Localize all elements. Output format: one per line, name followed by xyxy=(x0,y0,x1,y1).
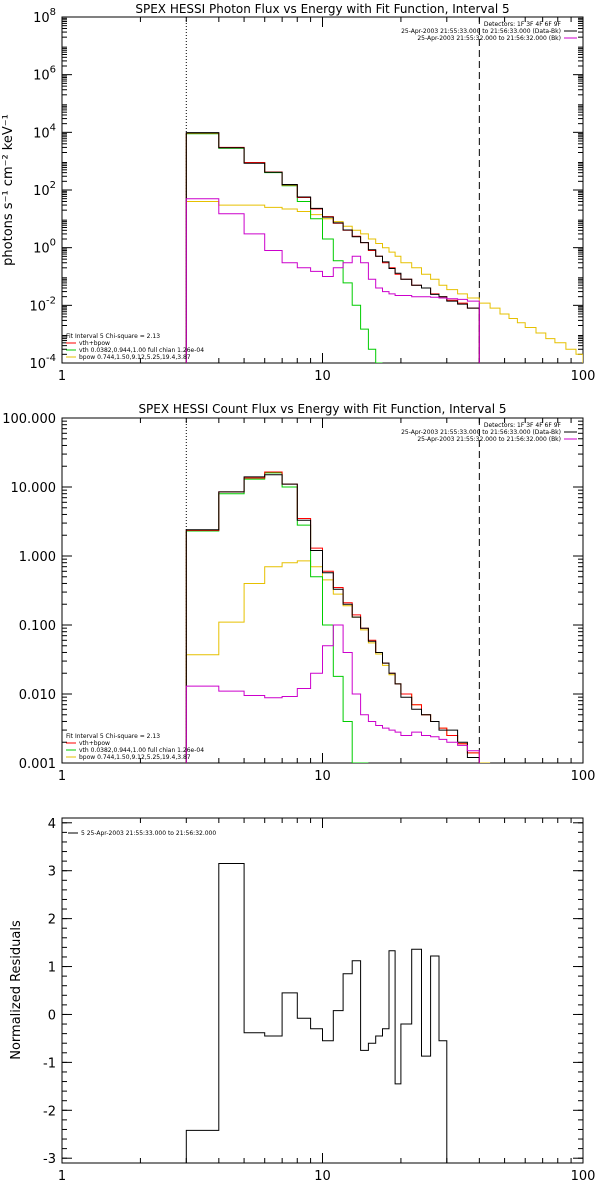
legend-entry-text: vth 0.0382,0.944,1.00 full chian 1.26e-0… xyxy=(79,747,204,754)
y-tick-exponent: -2 xyxy=(46,295,56,306)
y-tick-label: 0.001 xyxy=(19,757,56,772)
y-tick-label: 106 xyxy=(33,65,56,84)
x-tick-label: 10 xyxy=(314,769,331,784)
x-tick-label: 1 xyxy=(58,369,66,384)
legend-entry-text: vth 0.0382,0.944,1.00 full chian 1.26e-0… xyxy=(79,347,204,354)
legend-entry-text: 25-Apr-2003 21:55:32.000 to 21:56:32.000… xyxy=(417,436,561,443)
y-axis-label: Normalized Residuals xyxy=(9,920,24,1060)
y-tick-label: 4 xyxy=(48,817,56,832)
series-background xyxy=(185,198,480,363)
legend-entry-text: 25-Apr-2003 21:55:32.000 to 21:56:32.000… xyxy=(417,35,561,42)
x-tick-label: 1 xyxy=(58,1169,66,1184)
x-tick-label: 10 xyxy=(314,1169,331,1184)
plot-frame xyxy=(61,16,584,364)
series-total xyxy=(185,132,480,363)
series-total xyxy=(185,474,480,763)
x-tick-label: 100 xyxy=(571,769,596,784)
y-tick-label: 10-4 xyxy=(29,353,56,372)
y-tick-exponent: -4 xyxy=(46,353,56,364)
series-vth xyxy=(185,133,383,363)
count-flux-panel: SPEX HESSI Count Flux vs Energy with Fit… xyxy=(2,402,595,784)
legend-entry-text: 25-Apr-2003 21:55:33.000 to 21:56:33.000… xyxy=(401,429,561,436)
y-tick-label: 0.010 xyxy=(19,688,56,703)
y-tick-label: 1.000 xyxy=(19,550,56,565)
legend-entry-text: Fit Interval 5 Chi-square = 2.13 xyxy=(66,333,160,340)
y-tick-label: 100 xyxy=(33,238,56,257)
legend-entry-text: bpow 0.744,1.50,9.12,5.25,19.4,3.87 xyxy=(79,754,191,761)
y-tick-exponent: 6 xyxy=(50,65,56,76)
legend-entry-text: Fit Interval 5 Chi-square = 2.13 xyxy=(66,733,160,740)
plot-frame xyxy=(61,817,584,1164)
x-tick-label: 100 xyxy=(571,369,596,384)
series-bpow xyxy=(185,201,583,363)
y-tick-label: 10-2 xyxy=(29,295,56,314)
series-vth xyxy=(185,472,369,763)
residuals-panel: 1 10 100 -3 -2 -1 0 1 2 3 4 Normalized Residuals 5 2… xyxy=(9,817,595,1184)
y-tick-label: 104 xyxy=(33,122,56,141)
series-residuals xyxy=(185,863,448,1163)
photon-flux-panel: SPEX HESSI Photon Flux vs Energy with Fi… xyxy=(1,2,595,384)
y-tick-label: 108 xyxy=(33,7,56,26)
x-tick-label: 10 xyxy=(314,369,331,384)
legend-entry-text: Detectors: 1F 3F 4F 6F 9F xyxy=(484,21,562,28)
legend-entry-text: vth+bpow xyxy=(79,740,110,747)
y-tick-label: 1 xyxy=(48,961,56,976)
legend-entry-text: bpow 0.744,1.50,9.12,5.25,19.4,3.87 xyxy=(79,354,191,361)
legend-entry-text: Detectors: 1F 3F 4F 6F 9F xyxy=(484,422,562,429)
y-tick-label: 0 xyxy=(48,1008,56,1023)
chart-title: SPEX HESSI Count Flux vs Energy with Fit… xyxy=(138,402,506,416)
y-tick-exponent: 0 xyxy=(50,238,56,249)
y-tick-exponent: 2 xyxy=(50,180,56,191)
chart-title: SPEX HESSI Photon Flux vs Energy with Fi… xyxy=(135,2,509,16)
legend-entry-text: vth+bpow xyxy=(79,340,110,347)
series-background xyxy=(185,624,480,763)
legend-entry-text: 25-Apr-2003 21:55:33.000 to 21:56:33.000… xyxy=(401,28,561,35)
y-tick-label: 3 xyxy=(48,865,56,880)
x-tick-label: 1 xyxy=(58,769,66,784)
y-tick-label: 0.100 xyxy=(19,619,56,634)
y-tick-exponent: 8 xyxy=(50,7,56,18)
y-tick-label: -1 xyxy=(43,1056,56,1071)
y-axis-label: photons s⁻¹ cm⁻² keV⁻¹ xyxy=(1,114,16,266)
y-tick-label: -2 xyxy=(43,1104,56,1119)
series-vth_plus_bpow xyxy=(185,471,480,763)
y-tick-label: 2 xyxy=(48,913,56,928)
series-bpow xyxy=(185,560,491,763)
y-tick-exponent: 4 xyxy=(50,122,56,133)
y-tick-label: 10.000 xyxy=(11,481,57,496)
y-tick-label: -3 xyxy=(43,1152,56,1167)
legend-entry-text: 5 25-Apr-2003 21:55:33.000 to 21:56:32.0… xyxy=(81,830,216,837)
x-tick-label: 100 xyxy=(571,1169,596,1184)
y-tick-label: 102 xyxy=(33,180,56,199)
y-tick-label: 100.000 xyxy=(2,412,56,427)
